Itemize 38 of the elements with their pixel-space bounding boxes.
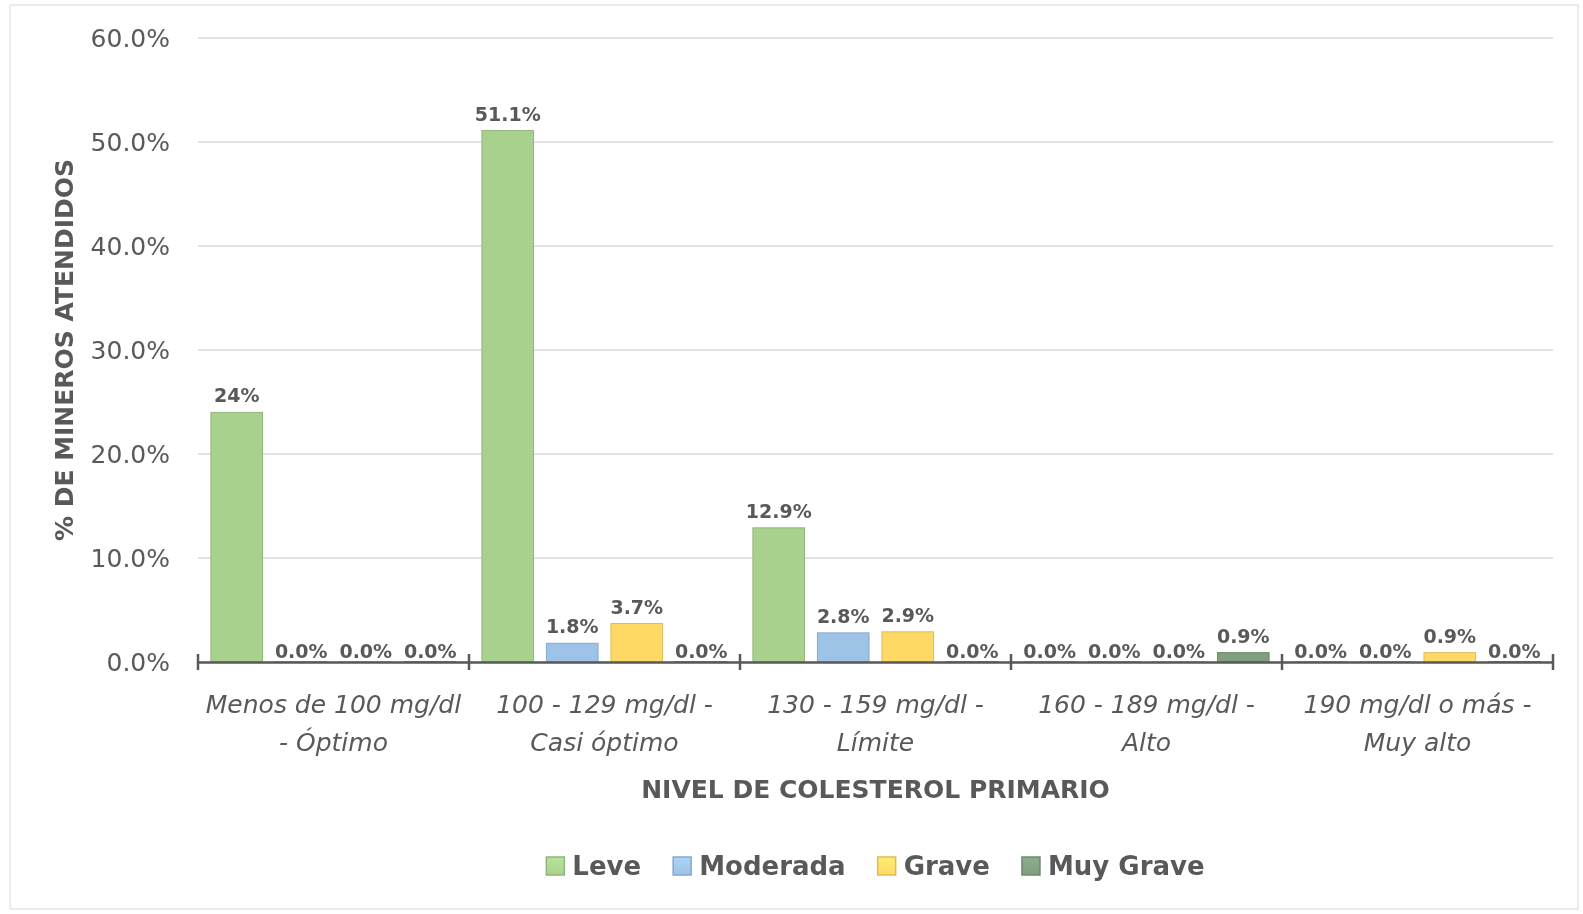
data-label: 0.0% (1023, 640, 1077, 662)
data-label: 24% (213, 384, 260, 407)
y-tick-label: 10.0% (90, 543, 170, 573)
data-label: 0.9% (1423, 624, 1477, 647)
y-tick-label: 50.0% (90, 127, 170, 157)
y-tick-label: 30.0% (90, 335, 170, 365)
x-tick-label: 160 - 189 mg/dl - Alto (1038, 690, 1255, 757)
legend-label: Leve (572, 851, 642, 881)
y-tick-label: 20.0% (90, 439, 170, 469)
legend-label: Muy Grave (1047, 851, 1205, 881)
data-label: 0.0% (339, 640, 393, 662)
y-axis-title: % DE MINEROS ATENDIDOS (50, 158, 79, 542)
data-label: 0.9% (1216, 624, 1270, 647)
x-axis-title: NIVEL DE COLESTEROL PRIMARIO (641, 775, 1110, 804)
data-label: 12.9% (745, 499, 812, 522)
data-label: 0.0% (403, 640, 457, 662)
y-tick-label: 0.0% (106, 647, 170, 677)
legend-label: Grave (903, 851, 990, 881)
data-label: 0.0% (1358, 640, 1412, 662)
data-label: 3.7% (610, 595, 664, 618)
data-label: 0.0% (1294, 640, 1348, 662)
data-label: 51.1% (474, 102, 541, 125)
data-label: 0.0% (274, 640, 328, 662)
data-label: 0.0% (1087, 640, 1141, 662)
x-tick-label: 100 - 129 mg/dl - Casi óptimo (496, 690, 713, 757)
data-label: 0.0% (945, 640, 999, 662)
data-label: 2.9% (881, 603, 935, 626)
data-label: 2.8% (816, 604, 870, 627)
data-label: 0.0% (1152, 640, 1206, 662)
x-tick-label: 130 - 159 mg/dl - Límite (767, 690, 984, 757)
data-label: 1.8% (545, 615, 599, 638)
x-tick-label: 190 mg/dl o más - Muy alto (1303, 690, 1532, 757)
y-tick-label: 60.0% (90, 23, 170, 53)
y-tick-label: 40.0% (90, 231, 170, 261)
data-label: 0.0% (1487, 640, 1541, 662)
legend-label: Moderada (699, 851, 846, 881)
data-label: 0.0% (674, 640, 728, 662)
x-tick-label: Menos de 100 mg/dl - Óptimo (205, 690, 462, 757)
